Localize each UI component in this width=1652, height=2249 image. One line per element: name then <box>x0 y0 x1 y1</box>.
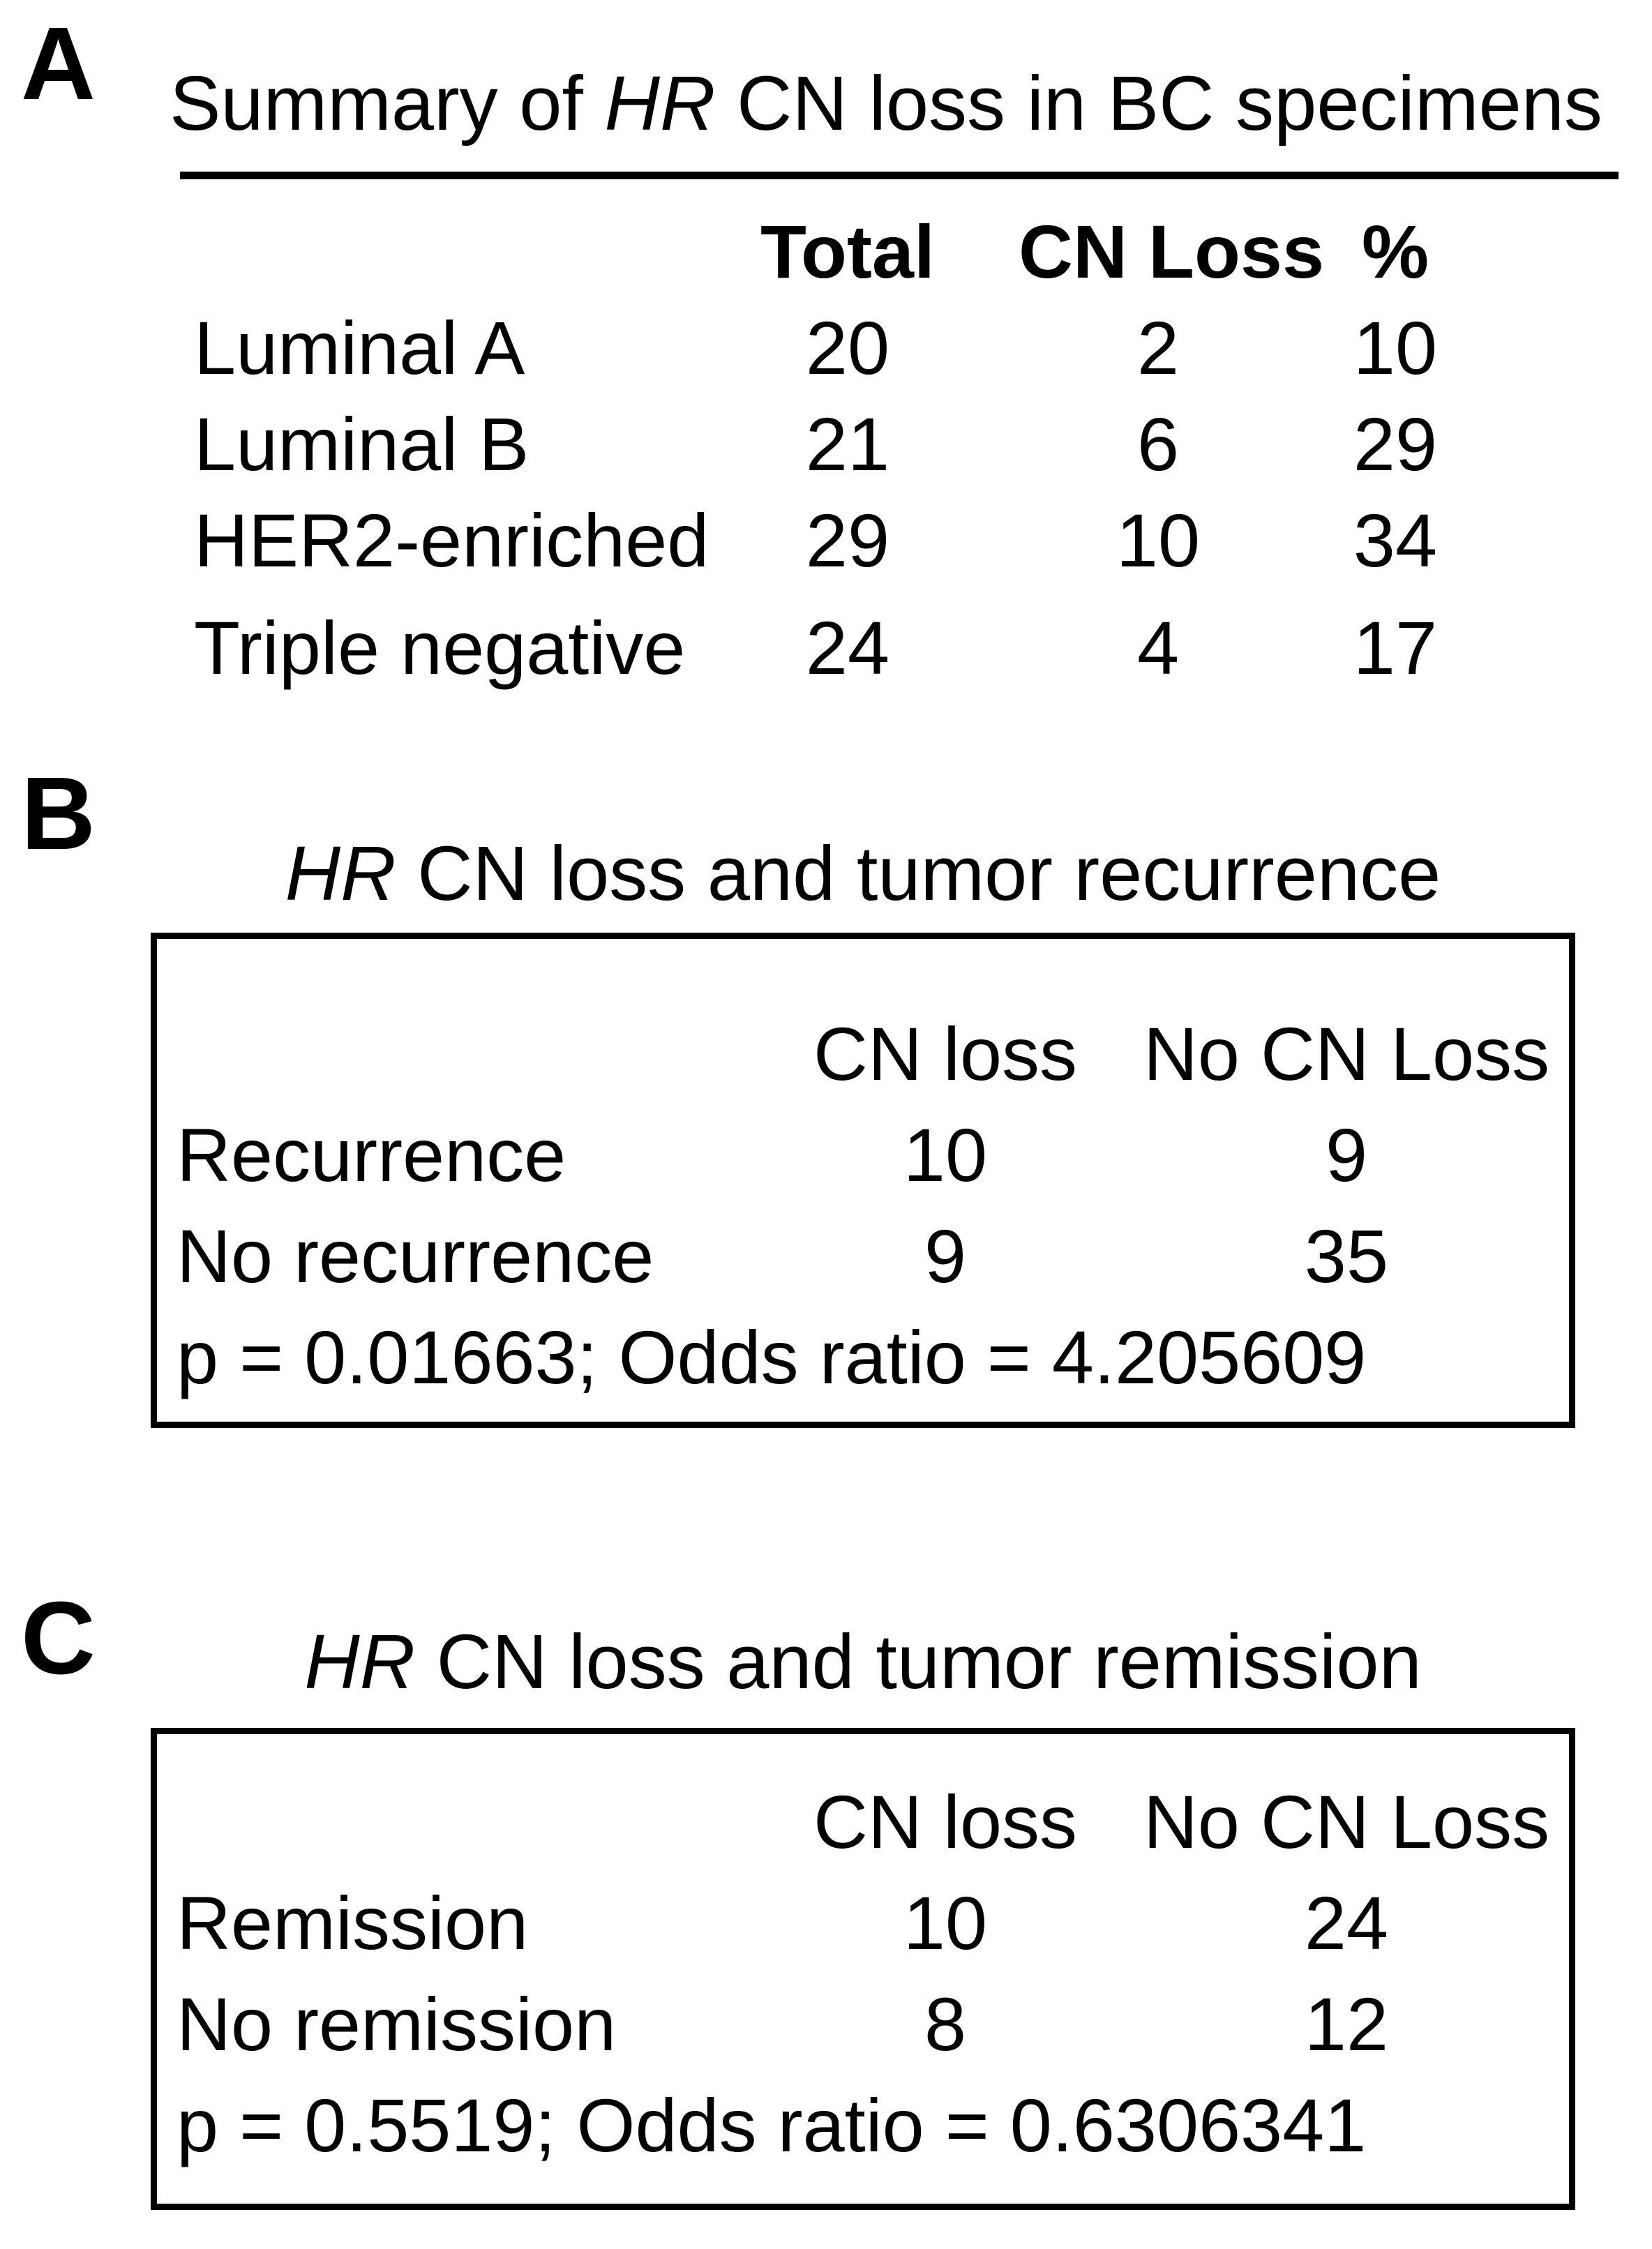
panel-c-title: HR CN loss and tumor remission <box>151 1620 1575 1704</box>
panel-b-row-label: No recurrence <box>177 1214 654 1298</box>
panel-b-column-header-cn-loss: CN loss <box>813 1011 1078 1096</box>
panel-b-table-box: CN loss No CN Loss Recurrence 10 9 No re… <box>151 933 1575 1428</box>
panel-a-cell-cn-loss: 4 <box>1136 606 1180 690</box>
panel-b-title-gene: HR <box>285 831 396 917</box>
panel-a-title-gene: HR <box>604 61 716 146</box>
panel-c-row-label: No remission <box>177 1982 617 2066</box>
panel-a-row-label: Luminal A <box>194 306 525 390</box>
panel-b-row-label: Recurrence <box>177 1113 566 1197</box>
panel-a-cell-percent: 10 <box>1353 306 1438 390</box>
panel-c-cell-no-cn-loss: 12 <box>1304 1982 1389 2066</box>
panel-c-cell-cn-loss: 8 <box>924 1982 967 2066</box>
panel-a-cell-total: 29 <box>805 498 890 582</box>
panel-a-cell-cn-loss: 10 <box>1116 498 1201 582</box>
panel-b-cell-cn-loss: 10 <box>903 1113 988 1197</box>
panel-b-label: B <box>21 756 96 871</box>
panel-c-table: CN loss No CN Loss Remission 10 24 No re… <box>157 1771 1569 2075</box>
panel-b-title-rest: CN loss and tumor recurrence <box>396 831 1441 917</box>
panel-c-row-label: Remission <box>177 1881 529 1965</box>
panel-c-cell-cn-loss: 10 <box>903 1881 988 1965</box>
panel-a-cell-total: 21 <box>805 402 890 486</box>
panel-c-title-gene: HR <box>304 1619 416 1705</box>
panel-b-column-header-no-cn-loss: No CN Loss <box>1143 1011 1550 1096</box>
panel-a-column-header-total: Total <box>760 209 935 294</box>
panel-b-title: HR CN loss and tumor recurrence <box>151 832 1575 916</box>
panel-a-cell-percent: 29 <box>1353 402 1438 486</box>
panel-a-row-label: Triple negative <box>194 606 686 690</box>
panel-a-cell-percent: 34 <box>1353 498 1438 582</box>
panel-a-cell-total: 20 <box>805 306 890 390</box>
panel-a-row-label: Luminal B <box>194 402 530 486</box>
panel-b-cell-no-cn-loss: 9 <box>1325 1113 1368 1197</box>
panel-c-cell-no-cn-loss: 24 <box>1304 1881 1389 1965</box>
panel-a-row-gap <box>160 589 1493 600</box>
panel-c-column-header-no-cn-loss: No CN Loss <box>1143 1780 1550 1864</box>
panel-a-title-suffix: CN loss in BC specimens <box>715 61 1602 146</box>
panel-a-cell-percent: 17 <box>1353 606 1438 690</box>
panel-a-row-label: HER2-enriched <box>194 498 709 582</box>
panel-a-cell-total: 24 <box>805 606 890 690</box>
panel-b-cell-cn-loss: 9 <box>924 1214 967 1298</box>
panel-b-stats-line: p = 0.01663; Odds ratio = 4.205609 <box>177 1315 1367 1399</box>
panel-a-cell-cn-loss: 2 <box>1136 306 1180 390</box>
panel-b-table: CN loss No CN Loss Recurrence 10 9 No re… <box>157 1003 1569 1307</box>
panel-a-table: Total CN Loss % Luminal A 20 2 10 Lumina… <box>160 204 1493 696</box>
panel-b-header-spacer <box>157 1003 757 1104</box>
panel-c-stats-line: p = 0.5519; Odds ratio = 0.6306341 <box>177 2083 1367 2167</box>
panel-c-column-header-cn-loss: CN loss <box>813 1780 1078 1864</box>
panel-a-title-rule <box>180 172 1619 179</box>
panel-c-title-rest: CN loss and tumor remission <box>415 1619 1422 1705</box>
panel-c-table-box: CN loss No CN Loss Remission 10 24 No re… <box>151 1728 1575 2210</box>
panel-a-title: Summary of HR CN loss in BC specimens <box>160 61 1612 146</box>
panel-c-label: C <box>21 1581 96 1696</box>
panel-a-column-header-percent: % <box>1361 209 1429 294</box>
panel-a-label: A <box>21 6 96 121</box>
panel-b-cell-no-cn-loss: 35 <box>1304 1214 1389 1298</box>
panel-c-header-spacer <box>157 1771 757 1872</box>
panel-a-header-spacer <box>160 204 677 300</box>
panel-a-title-prefix: Summary of <box>170 61 605 146</box>
panel-a-cell-cn-loss: 6 <box>1136 402 1180 486</box>
panel-a-column-header-cn-loss: CN Loss <box>1019 209 1325 294</box>
